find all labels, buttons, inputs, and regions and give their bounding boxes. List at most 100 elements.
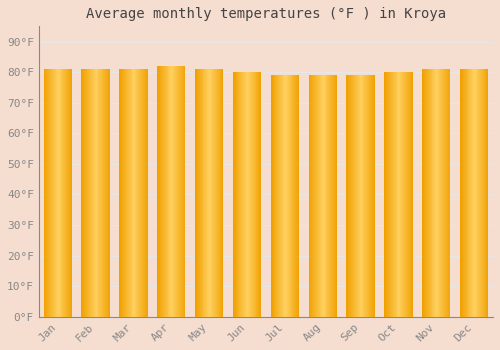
Bar [160, 66, 161, 317]
Bar [445, 69, 446, 317]
Bar [486, 69, 488, 317]
Bar [157, 66, 158, 317]
Bar [284, 75, 285, 317]
Bar [352, 75, 353, 317]
Bar [174, 66, 175, 317]
Bar [119, 69, 120, 317]
Bar [322, 75, 324, 317]
Bar [394, 72, 396, 317]
Bar [134, 69, 136, 317]
Bar [353, 75, 354, 317]
Bar [243, 72, 244, 317]
Bar [279, 75, 280, 317]
Bar [334, 75, 335, 317]
Bar [163, 66, 164, 317]
Bar [281, 75, 282, 317]
Bar [103, 69, 104, 317]
Bar [396, 72, 398, 317]
Bar [197, 69, 198, 317]
Bar [82, 69, 84, 317]
Bar [92, 69, 94, 317]
Bar [448, 69, 450, 317]
Bar [318, 75, 319, 317]
Bar [84, 69, 85, 317]
Bar [89, 69, 90, 317]
Bar [481, 69, 482, 317]
Bar [85, 69, 86, 317]
Bar [410, 72, 412, 317]
Bar [286, 75, 287, 317]
Bar [254, 72, 256, 317]
Bar [248, 72, 249, 317]
Bar [315, 75, 316, 317]
Bar [164, 66, 166, 317]
Bar [310, 75, 312, 317]
Bar [274, 75, 276, 317]
Bar [400, 72, 402, 317]
Bar [283, 75, 284, 317]
Bar [122, 69, 123, 317]
Bar [319, 75, 320, 317]
Bar [170, 66, 172, 317]
Bar [336, 75, 337, 317]
Bar [71, 69, 72, 317]
Bar [290, 75, 292, 317]
Bar [96, 69, 98, 317]
Bar [87, 69, 88, 317]
Bar [67, 69, 68, 317]
Bar [460, 69, 461, 317]
Bar [328, 75, 330, 317]
Bar [176, 66, 177, 317]
Bar [172, 66, 173, 317]
Bar [424, 69, 425, 317]
Bar [68, 69, 69, 317]
Bar [209, 69, 210, 317]
Bar [246, 72, 247, 317]
Bar [388, 72, 389, 317]
Bar [211, 69, 212, 317]
Bar [333, 75, 334, 317]
Bar [391, 72, 392, 317]
Bar [130, 69, 132, 317]
Bar [278, 75, 279, 317]
Bar [250, 72, 251, 317]
Bar [144, 69, 145, 317]
Bar [321, 75, 322, 317]
Bar [120, 69, 121, 317]
Bar [52, 69, 53, 317]
Bar [55, 69, 56, 317]
Bar [128, 69, 130, 317]
Bar [398, 72, 400, 317]
Bar [64, 69, 66, 317]
Bar [107, 69, 108, 317]
Bar [392, 72, 394, 317]
Bar [46, 69, 48, 317]
Bar [312, 75, 313, 317]
Bar [426, 69, 427, 317]
Bar [288, 75, 290, 317]
Bar [348, 75, 349, 317]
Bar [476, 69, 477, 317]
Bar [472, 69, 473, 317]
Bar [427, 69, 428, 317]
Bar [408, 72, 409, 317]
Bar [317, 75, 318, 317]
Bar [86, 69, 87, 317]
Bar [177, 66, 178, 317]
Bar [233, 72, 234, 317]
Bar [62, 69, 64, 317]
Bar [443, 69, 444, 317]
Bar [463, 69, 464, 317]
Bar [368, 75, 369, 317]
Bar [44, 69, 46, 317]
Bar [138, 69, 139, 317]
Bar [214, 69, 215, 317]
Bar [234, 72, 236, 317]
Bar [141, 69, 142, 317]
Bar [132, 69, 134, 317]
Bar [292, 75, 294, 317]
Bar [53, 69, 54, 317]
Bar [179, 66, 180, 317]
Bar [102, 69, 103, 317]
Bar [108, 69, 109, 317]
